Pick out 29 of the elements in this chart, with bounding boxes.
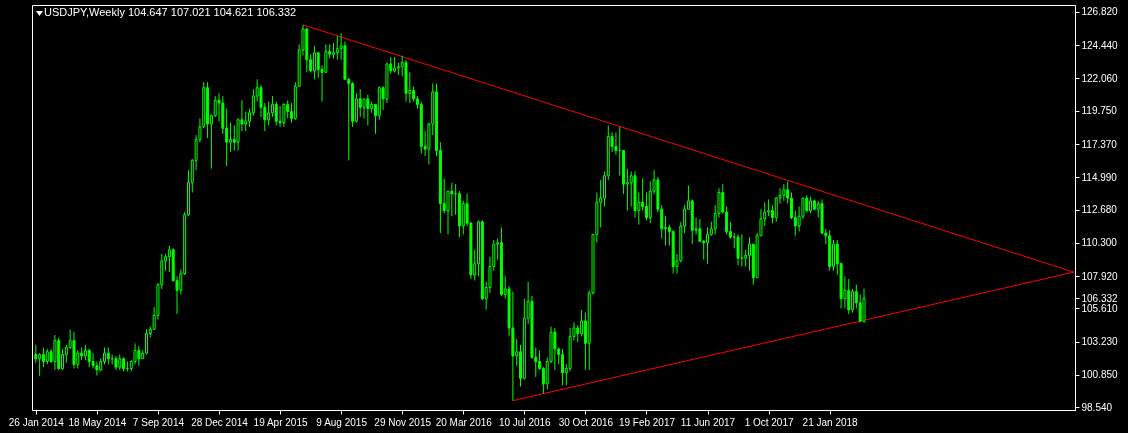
y-tick-label: 98.540 <box>1081 401 1113 413</box>
y-tick-label: 117.370 <box>1081 138 1118 150</box>
chart-title: USDJPY,Weekly 104.647 107.021 104.621 106.332 <box>44 6 297 18</box>
x-tick-label: 28 Dec 2014 <box>191 416 249 428</box>
y-tick-label: 106.332 <box>1081 292 1119 304</box>
x-tick-label: 29 Nov 2015 <box>374 416 432 428</box>
x-tick-label: 7 Sep 2014 <box>132 416 185 428</box>
x-tick-label: 30 Oct 2016 <box>558 416 614 428</box>
y-tick-label: 105.610 <box>1081 302 1119 314</box>
y-tick-label: 103.230 <box>1081 336 1119 348</box>
x-tick-label: 9 Aug 2015 <box>316 416 368 428</box>
x-tick-label: 11 Jun 2017 <box>680 416 736 428</box>
x-tick-label: 26 Jan 2014 <box>8 416 65 428</box>
x-tick-label: 18 May 2014 <box>68 416 127 428</box>
y-tick-label: 107.920 <box>1081 270 1119 282</box>
y-tick-label: 110.300 <box>1081 237 1118 249</box>
y-tick-label: 112.680 <box>1081 204 1118 216</box>
x-tick-label: 19 Apr 2015 <box>253 416 308 428</box>
y-tick-label: 126.820 <box>1081 6 1119 18</box>
x-tick-label: 20 Mar 2016 <box>435 416 493 428</box>
x-tick-label: 19 Feb 2017 <box>618 416 676 428</box>
y-tick-label: 122.060 <box>1081 72 1119 84</box>
x-tick-label: 10 Jul 2016 <box>498 416 552 428</box>
x-tick-label: 21 Jan 2018 <box>802 416 859 428</box>
x-tick-label: 1 Oct 2017 <box>744 416 794 428</box>
y-tick-label: 119.750 <box>1081 105 1118 117</box>
y-tick-label: 100.850 <box>1081 369 1119 381</box>
y-tick-label: 114.990 <box>1081 171 1118 183</box>
y-tick-label: 124.440 <box>1081 39 1119 51</box>
